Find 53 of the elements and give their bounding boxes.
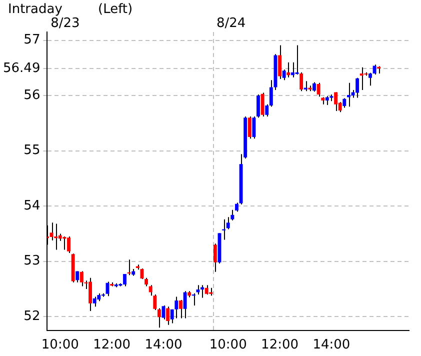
candlestick (54, 223, 58, 250)
candlestick (179, 300, 182, 319)
candlestick (368, 72, 372, 86)
candlestick (260, 92, 264, 118)
candlestick (312, 82, 316, 92)
text: 8/23 (50, 16, 80, 31)
candlestick (166, 306, 170, 326)
candlestick (170, 308, 174, 324)
candlestick (256, 94, 260, 118)
candlestick (196, 284, 200, 295)
candlestick (174, 296, 178, 319)
candlestick (183, 290, 187, 319)
candlestick (252, 116, 256, 140)
candlestick (290, 62, 294, 78)
x-tick-label: 10:00 (41, 338, 79, 353)
candlestick (372, 64, 376, 76)
candlestick (213, 243, 217, 272)
x-tick-label: 14:00 (312, 338, 350, 353)
candlestick (304, 80, 308, 92)
y-tick-label: 56.49 (3, 60, 40, 76)
candlestick (222, 218, 226, 240)
candlestick (148, 284, 152, 296)
candlestick (88, 277, 92, 312)
candlestick (286, 62, 290, 78)
y-tick-label: 55 (24, 143, 40, 158)
candlestick (346, 82, 350, 108)
candlestick (192, 292, 196, 306)
y-tick-label: 56 (24, 88, 40, 103)
candlestick (80, 270, 84, 287)
x-tick-label: 12:00 (261, 338, 299, 353)
x-tick-label: 14:00 (144, 338, 182, 353)
y-tick-label: 52 (24, 308, 40, 324)
candlestick (334, 92, 338, 112)
candlestick (204, 284, 208, 295)
x-tick-label: 12:00 (93, 338, 131, 353)
candlestick (360, 66, 364, 91)
candlestick (278, 44, 282, 80)
candlestick (92, 296, 96, 308)
y-tick-label: 57 (24, 32, 40, 48)
y-tick-label: 54 (24, 198, 40, 214)
text: Intraday (8, 2, 63, 17)
candlestick (342, 98, 346, 108)
candlestick (248, 116, 252, 140)
y-tick-label: 53 (24, 254, 40, 269)
candlestick (356, 77, 360, 98)
text: 8/24 (216, 16, 246, 31)
x-tick-label: 10:00 (209, 338, 247, 353)
candlestick (140, 268, 144, 280)
candlestick (316, 82, 320, 98)
candlestick (127, 259, 131, 276)
text: (Left) (98, 2, 133, 17)
candlestick (62, 236, 66, 250)
candlestick (200, 284, 204, 298)
